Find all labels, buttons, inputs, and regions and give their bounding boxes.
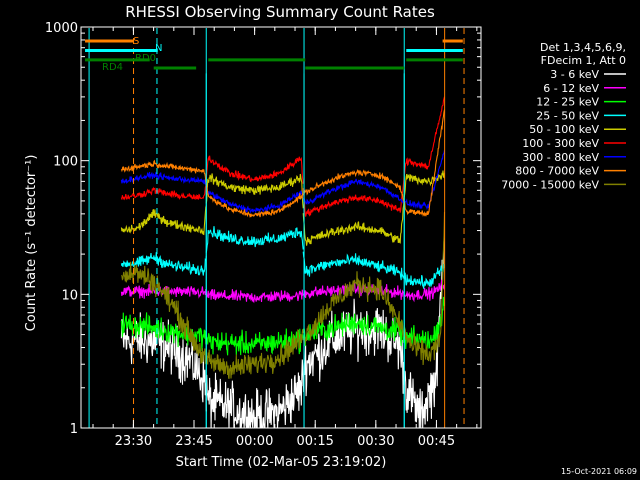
flag-label-rd0: RD0	[135, 53, 156, 64]
legend-entry-label: 100 - 300 keV	[522, 137, 599, 150]
series-line-5	[120, 182, 207, 201]
series-line-2	[120, 312, 207, 352]
series-line-3	[205, 226, 304, 253]
legend-entry-label: 12 - 25 keV	[536, 96, 599, 109]
x-tick-label: 00:45	[418, 434, 455, 449]
series-line-2	[302, 312, 405, 347]
x-axis: 23:30 23:45 00:00 00:15 00:30 00:45	[92, 27, 478, 449]
series-line-5	[205, 155, 304, 184]
x-tick-label: 00:15	[296, 434, 333, 449]
series-line-6	[302, 178, 405, 206]
legend-header: FDecim 1, Att 0	[541, 54, 626, 67]
legend-entry-label: 6 - 12 keV	[543, 82, 599, 95]
y-tick-label: 10	[61, 288, 78, 303]
series-line-8	[403, 211, 446, 366]
legend-entry-label: 300 - 800 keV	[522, 151, 599, 164]
series-line-1	[205, 289, 304, 304]
series-lines	[120, 96, 446, 429]
series-line-1	[403, 278, 446, 303]
series-line-3	[120, 252, 207, 276]
x-tick-label: 00:00	[236, 434, 273, 449]
series-line-6	[120, 171, 207, 187]
series-line-4	[302, 198, 405, 246]
legend: Det 1,3,4,5,6,9,FDecim 1, Att 03 - 6 keV…	[501, 41, 626, 191]
series-line-5	[302, 176, 405, 217]
series-line-3	[403, 263, 446, 289]
series-line-4	[120, 205, 207, 236]
x-axis-label: Start Time (02-Mar-05 23:19:02)	[176, 455, 387, 470]
legend-entry-label: 800 - 7000 keV	[515, 165, 599, 178]
series-line-4	[205, 173, 304, 209]
legend-entry-label: 50 - 100 keV	[529, 123, 599, 136]
series-line-7	[205, 183, 304, 219]
legend-entry-label: 25 - 50 keV	[536, 109, 599, 122]
flag-label-s: S	[133, 36, 139, 47]
plot-frame	[80, 26, 482, 429]
chart-title: RHESSI Observing Summary Count Rates	[125, 3, 435, 21]
series-line-7	[120, 159, 207, 186]
x-tick-label: 00:30	[357, 434, 394, 449]
x-tick-label: 23:45	[175, 434, 212, 449]
series-line-5	[403, 96, 446, 176]
flag-label-n: N	[155, 43, 162, 54]
series-line-6	[205, 187, 304, 214]
y-tick-label: 1000	[45, 21, 78, 36]
y-tick-label: 1	[70, 422, 78, 437]
series-line-8	[205, 329, 304, 379]
series-line-4	[403, 170, 446, 198]
legend-header: Det 1,3,4,5,6,9,	[540, 41, 626, 54]
x-tick-label: 23:30	[115, 434, 152, 449]
series-line-8	[120, 261, 207, 365]
series-line-3	[302, 251, 405, 281]
legend-entry-label: 7000 - 15000 keV	[501, 178, 599, 191]
series-line-7	[302, 168, 405, 205]
flag-label-rd4: RD4	[102, 62, 123, 73]
legend-entry-label: 3 - 6 keV	[550, 68, 599, 81]
y-axis: 1 10 100 1000	[45, 21, 481, 437]
y-tick-label: 100	[53, 155, 78, 170]
series-line-6	[403, 150, 446, 211]
series-line-8	[302, 271, 405, 346]
event-markers	[88, 28, 465, 428]
y-axis-label: Count Rate (s⁻¹ detector⁻¹)	[24, 155, 39, 332]
series-line-7	[403, 109, 446, 217]
timestamp-label: 15-Oct-2021 06:09	[561, 467, 637, 476]
